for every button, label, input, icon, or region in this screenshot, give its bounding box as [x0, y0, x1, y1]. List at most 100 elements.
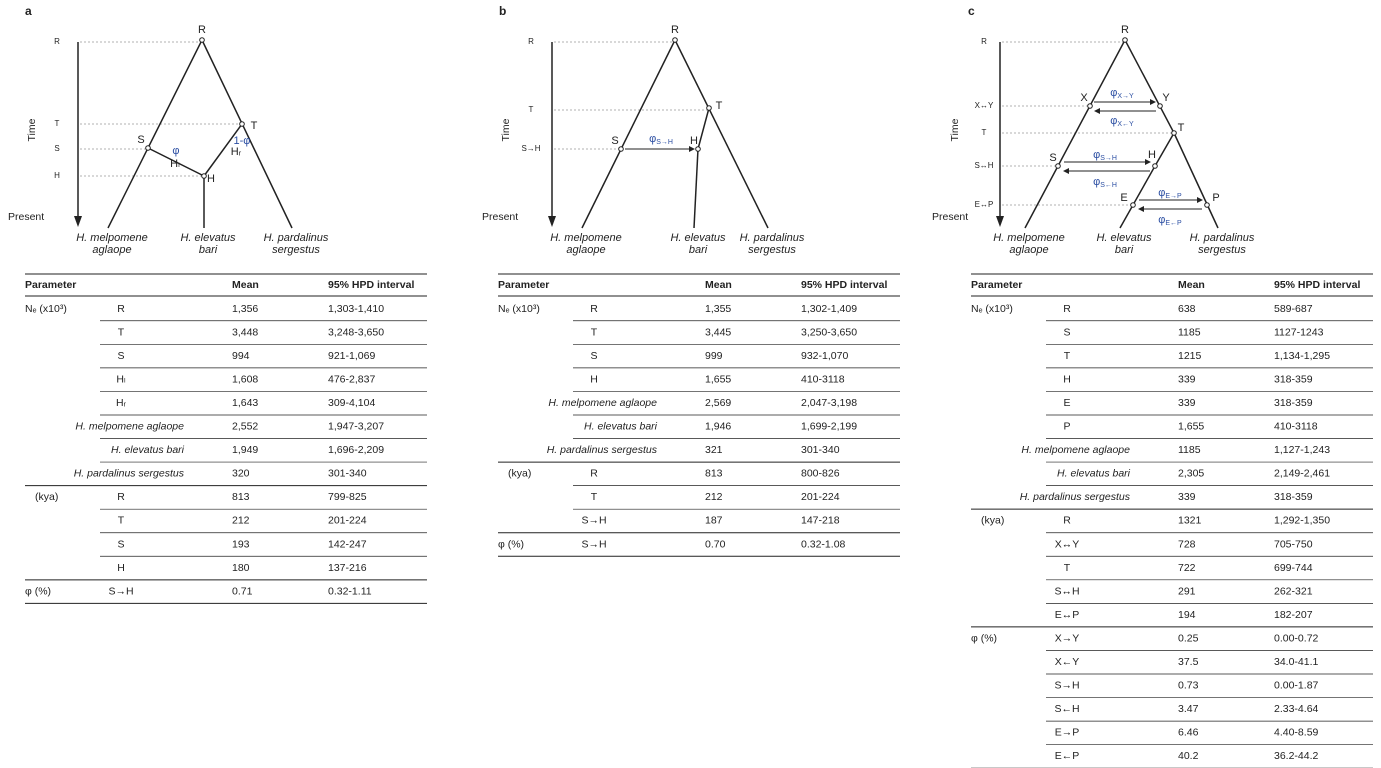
node [1122, 37, 1128, 43]
row-param: Hₗ [116, 373, 126, 385]
row-param: X↔Y [1055, 538, 1080, 550]
time-label: Time [26, 118, 38, 141]
table-header: Mean [705, 279, 732, 291]
present-label: Present [8, 211, 44, 223]
time-point-label: R [54, 37, 60, 46]
row-hpd: 301-340 [801, 444, 840, 456]
row-param: R [117, 303, 125, 315]
group-name: Nₑ (x10³) [498, 303, 540, 315]
row-param: H. melpomene aglaope [548, 397, 657, 409]
group-name: Nₑ (x10³) [25, 303, 67, 315]
row-hpd: 1,696-2,209 [328, 444, 384, 456]
node-label: S [137, 134, 144, 146]
leaf-name: H. melpomene [550, 232, 622, 244]
row-mean: 2,569 [705, 397, 731, 409]
rate-label: φS←H [1093, 176, 1117, 189]
row-mean: 813 [705, 468, 723, 480]
branch [693, 148, 699, 229]
branch [1173, 132, 1219, 229]
row-param: Hᵣ [116, 397, 127, 409]
rate-subscript: S→H [1100, 155, 1117, 162]
node-label: Y [1162, 92, 1170, 104]
leaf-name: sergestus [748, 244, 796, 256]
row-param: R [590, 303, 598, 315]
row-param: S [117, 350, 124, 362]
group-name: (kya) [981, 515, 1004, 527]
time-point-label: R [981, 37, 987, 46]
rate-label: φE←P [1158, 214, 1182, 227]
row-param: X←Y [1055, 656, 1080, 668]
rate-symbol: φ [1093, 176, 1100, 188]
row-hpd: 705-750 [1274, 538, 1313, 550]
row-param: T [591, 491, 598, 503]
row-mean: 994 [232, 350, 250, 362]
time-point-label: T [55, 119, 60, 128]
leaf-name: aglaope [92, 244, 131, 256]
node-label: R [671, 24, 679, 36]
rate-subscript: S→H [656, 139, 673, 146]
row-hpd: 301-340 [328, 468, 367, 480]
node-label: H [690, 135, 698, 147]
table-header: Mean [232, 279, 259, 291]
branch-label: Hᵣ [231, 146, 242, 158]
row-hpd: 309-4,104 [328, 397, 375, 409]
row-mean: 194 [1178, 609, 1196, 621]
row-hpd: 3,250-3,650 [801, 326, 857, 338]
row-hpd: 800-826 [801, 468, 840, 480]
node-label: T [251, 120, 258, 132]
leaf-name: sergestus [272, 244, 320, 256]
present-label: Present [482, 211, 518, 223]
row-hpd: 0.32-1.11 [328, 585, 372, 597]
row-hpd: 318-359 [1274, 491, 1313, 503]
row-param: S→H [581, 515, 606, 527]
node-label: P [1212, 192, 1219, 204]
row-param: X→Y [1055, 632, 1080, 644]
time-point-label: E↔P [975, 200, 994, 209]
time-point-label: S [54, 144, 59, 153]
branch [1119, 165, 1156, 229]
leaf-name: H. elevatus [180, 232, 236, 244]
row-param: H. pardalinus sergestus [547, 444, 658, 456]
branch [674, 39, 769, 229]
node [1087, 103, 1093, 109]
rate-symbol: φ [1158, 187, 1165, 199]
row-param: T [591, 326, 598, 338]
row-param: S↔H [1054, 585, 1079, 597]
row-hpd: 147-218 [801, 515, 840, 527]
row-param: S [1063, 326, 1070, 338]
row-mean: 638 [1178, 303, 1196, 315]
row-hpd: 1,134-1,295 [1274, 350, 1330, 362]
node [145, 145, 151, 151]
row-param: R [1063, 515, 1071, 527]
rate-subscript: E→P [1165, 193, 1182, 200]
row-mean: 212 [232, 515, 250, 527]
leaf-name: H. pardalinus [264, 232, 329, 244]
time-arrowhead [996, 216, 1004, 227]
rate-label: φX←Y [1110, 115, 1134, 128]
time-label: Time [500, 118, 512, 141]
row-mean: 0.25 [1178, 632, 1199, 644]
table-header: Parameter [498, 279, 549, 291]
row-hpd: 589-687 [1274, 303, 1313, 315]
branch-label: Hₗ [170, 158, 180, 170]
row-mean: 1321 [1178, 515, 1202, 527]
row-hpd: 318-359 [1274, 373, 1313, 385]
row-hpd: 36.2-44.2 [1274, 750, 1319, 762]
node [618, 146, 624, 152]
node-label: S [611, 135, 618, 147]
branch [201, 39, 293, 229]
leaf-name: H. melpomene [993, 232, 1065, 244]
leaf-name: H. elevatus [670, 232, 726, 244]
table-header: 95% HPD interval [1274, 279, 1360, 291]
row-hpd: 137-216 [328, 562, 367, 574]
row-param: H. melpomene aglaope [75, 421, 184, 433]
row-mean: 339 [1178, 373, 1196, 385]
rate-symbol: φ [1158, 214, 1165, 226]
rate-symbol: φ [1110, 87, 1117, 99]
row-param: T [118, 326, 125, 338]
row-mean: 1215 [1178, 350, 1202, 362]
rate-subscript: X→Y [1117, 93, 1134, 100]
row-hpd: 201-224 [801, 491, 840, 503]
table-header: 95% HPD interval [328, 279, 414, 291]
